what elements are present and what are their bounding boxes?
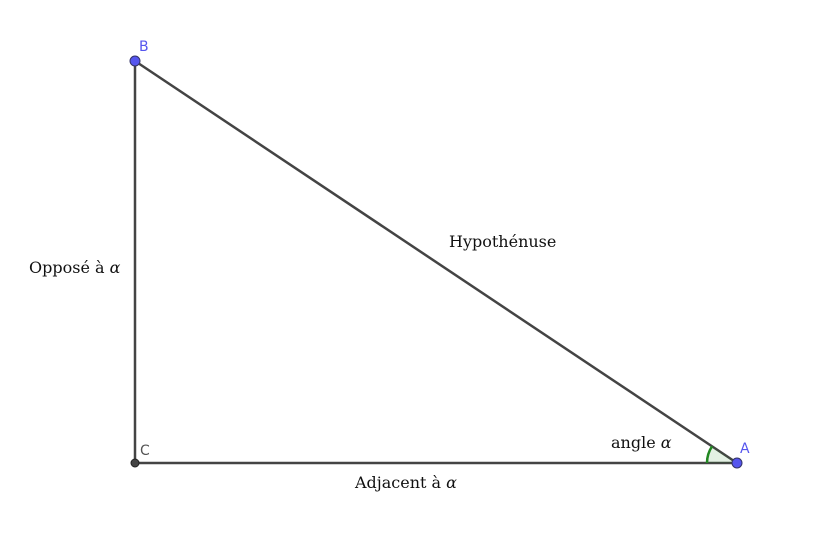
point-c[interactable]: [130, 458, 140, 468]
alpha-symbol: α: [110, 258, 121, 277]
hypotenuse-label: Hypothénuse: [449, 232, 556, 251]
point-b[interactable]: [129, 55, 141, 67]
adjacent-label: Adjacent à α: [354, 473, 457, 492]
angle-label: angle α: [611, 433, 672, 452]
opposite-label: Opposé à α: [29, 258, 121, 277]
adjacent-label-text: Adjacent à: [354, 473, 446, 492]
alpha-symbol: α: [661, 433, 672, 452]
angle-alpha-arc: [705, 445, 714, 464]
point-a-label: A: [740, 441, 750, 457]
point-a[interactable]: [731, 457, 743, 469]
opposite-label-text: Opposé à: [29, 258, 110, 277]
segment-ab-hypotenuse[interactable]: [133, 59, 739, 465]
angle-alpha-sector[interactable]: [707, 446, 737, 463]
point-b-label: B: [139, 39, 149, 55]
point-c-label: C: [140, 443, 150, 459]
alpha-symbol: α: [446, 473, 457, 492]
angle-label-text: angle: [611, 433, 661, 452]
